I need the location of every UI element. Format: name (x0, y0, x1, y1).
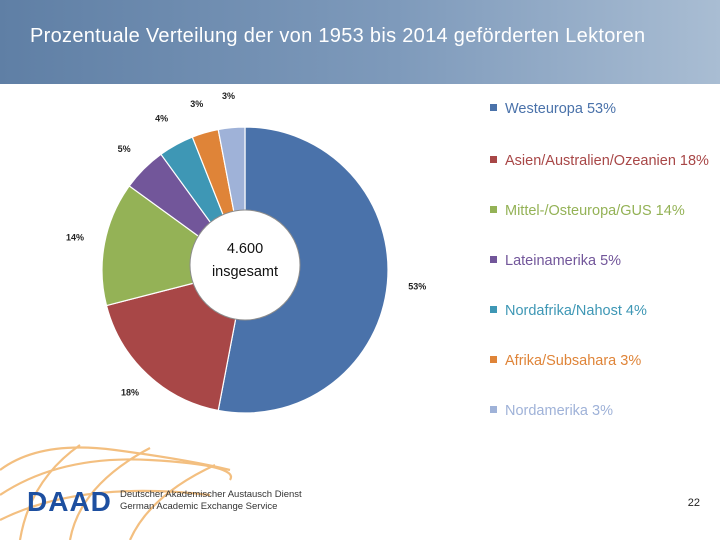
slice-label-lateinamerika: 5% (118, 144, 131, 154)
slice-label-afrika-subsahara: 3% (190, 99, 203, 109)
daad-logo: DAAD (27, 486, 112, 517)
header-bar: Prozentuale Verteilung der von 1953 bis … (0, 0, 720, 84)
slice-label-nordamerika: 3% (222, 91, 235, 101)
legend-label-mittel-osteuropa-gus: Mittel-/Osteuropa/GUS 14% (505, 203, 685, 219)
legend-swatch-mittel-osteuropa-gus (490, 206, 497, 213)
legend-label-afrika-subsahara: Afrika/Subsahara 3% (505, 353, 642, 369)
organisation-name-en: German Academic Exchange Service (120, 501, 278, 512)
slice-label-nordafrika-nahost: 4% (155, 113, 168, 123)
slice-label-asien-australien-ozeanien: 18% (121, 387, 139, 397)
legend-swatch-nordamerika (490, 406, 497, 413)
legend-swatch-nordafrika-nahost (490, 306, 497, 313)
legend-label-lateinamerika: Lateinamerika 5% (505, 253, 622, 269)
donut-hole (189, 209, 301, 321)
legend-swatch-asien-australien-ozeanien (490, 156, 497, 163)
slice-label-mittel-osteuropa-gus: 14% (66, 233, 84, 243)
globe-decoration (0, 444, 233, 540)
page-number: 22 (687, 497, 700, 509)
total-suffix-label: insgesamt (212, 264, 278, 280)
slice-label-westeuropa: 53% (408, 281, 426, 291)
legend-swatch-afrika-subsahara (490, 356, 497, 363)
legend-label-nordamerika: Nordamerika 3% (505, 403, 613, 419)
legend-label-asien-australien-ozeanien: Asien/Australien/Ozeanien 18% (505, 153, 709, 169)
legend-label-nordafrika-nahost: Nordafrika/Nahost 4% (505, 303, 647, 319)
page-title: Prozentuale Verteilung der von 1953 bis … (30, 25, 646, 47)
legend-label-westeuropa: Westeuropa 53% (505, 101, 616, 117)
organisation-name: Deutscher Akademischer Austausch Dienst … (120, 489, 302, 513)
donut-chart: 53% 18% 14% 5% 4% 3% 3% 4.600 insgesamt (66, 91, 426, 414)
slice-westeuropa (217, 126, 389, 414)
organisation-name-de: Deutscher Akademischer Austausch Dienst (120, 489, 302, 500)
total-count-label: 4.600 (227, 241, 263, 257)
legend-swatch-lateinamerika (490, 256, 497, 263)
legend-swatch-westeuropa (490, 104, 497, 111)
